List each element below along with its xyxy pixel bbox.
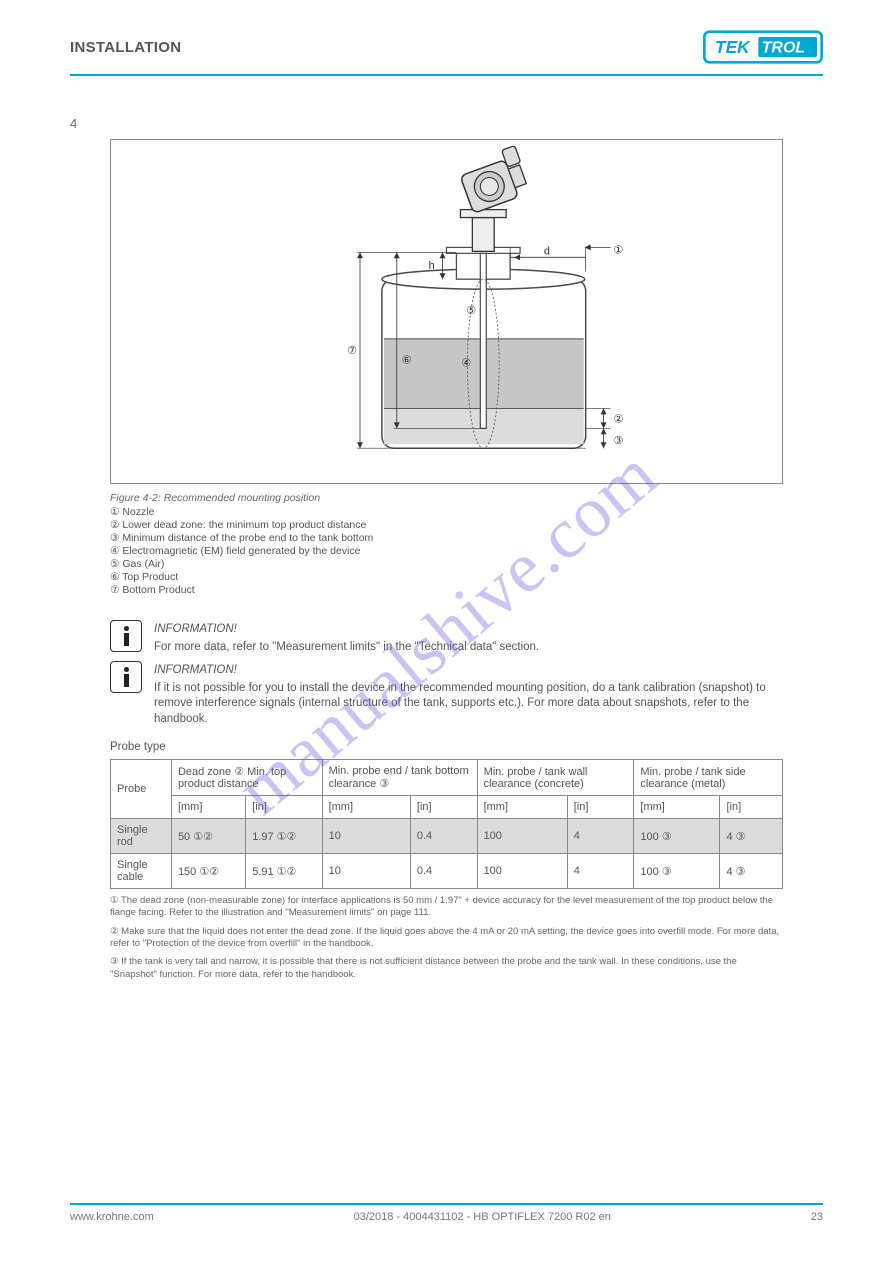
- page-footer: www.krohne.com 03/2018 - 4004431102 - HB…: [70, 1203, 823, 1223]
- legend-item-7: ⑦ Bottom Product: [110, 584, 783, 596]
- table-row: Single rod 50 ①② 1.97 ①② 10 0.4 100 4 10…: [111, 819, 783, 854]
- footer-right: 23: [811, 1211, 823, 1223]
- note-body: If it is not possible for you to install…: [154, 682, 766, 725]
- unit-in: [in]: [567, 796, 634, 819]
- col-side-metal: Min. probe / tank side clearance (metal): [634, 760, 783, 796]
- cell: 10: [322, 854, 410, 889]
- header-section-title: INSTALLATION: [70, 39, 181, 56]
- cell: 4 ③: [720, 819, 783, 854]
- header-divider: [70, 74, 823, 76]
- footer-left: www.krohne.com: [70, 1211, 154, 1223]
- figure-caption: Figure 4-2: Recommended mounting positio…: [110, 492, 783, 504]
- legend-item-6: ⑥ Top Product: [110, 571, 783, 583]
- unit-in: [in]: [246, 796, 322, 819]
- cell: Single rod: [111, 819, 172, 854]
- dim-h-label: h: [429, 260, 435, 272]
- svg-text:④: ④: [461, 358, 471, 370]
- cell: 100: [477, 854, 567, 889]
- cell: 100 ③: [634, 854, 720, 889]
- col-deadzone: Dead zone ② Min. top product distance: [171, 760, 322, 796]
- probe-table-title: Probe type: [110, 741, 783, 753]
- footnote-3: ③ If the tank is very tall and narrow, i…: [110, 956, 783, 981]
- table-row: Single cable 150 ①② 5.91 ①② 10 0.4 100 4…: [111, 854, 783, 889]
- svg-text:⑥: ⑥: [402, 355, 412, 367]
- info-note-1: INFORMATION! For more data, refer to "Me…: [110, 620, 783, 655]
- col-probe: Probe: [111, 760, 172, 819]
- legend-item-3: ③ Minimum distance of the probe end to t…: [110, 532, 783, 544]
- cell: 0.4: [410, 854, 477, 889]
- cell: 4: [567, 819, 634, 854]
- cell: 150 ①②: [171, 854, 245, 889]
- unit-in: [in]: [720, 796, 783, 819]
- unit-mm: [mm]: [322, 796, 410, 819]
- legend-item-4: ④ Electromagnetic (EM) field generated b…: [110, 545, 783, 557]
- footer-divider: [70, 1203, 823, 1205]
- legend-item-5: ⑤ Gas (Air): [110, 558, 783, 570]
- legend-item-2: ② Lower dead zone: the minimum top produ…: [110, 519, 783, 531]
- info-icon: [110, 620, 142, 652]
- svg-text:①: ①: [614, 244, 624, 256]
- cell: 50 ①②: [171, 819, 245, 854]
- section-number: 4: [70, 116, 823, 131]
- col-bottom-clearance: Min. probe end / tank bottom clearance ③: [322, 760, 477, 796]
- svg-text:⑤: ⑤: [466, 305, 476, 317]
- svg-text:②: ②: [614, 413, 624, 425]
- cell: 100: [477, 819, 567, 854]
- note-title: INFORMATION!: [154, 622, 539, 638]
- footer-center: 03/2018 - 4004431102 - HB OPTIFLEX 7200 …: [354, 1211, 611, 1223]
- svg-text:TROL: TROL: [762, 39, 806, 56]
- cell: 0.4: [410, 819, 477, 854]
- probe-table: Probe Dead zone ② Min. top product dista…: [110, 759, 783, 889]
- col-wall-concrete: Min. probe / tank wall clearance (concre…: [477, 760, 634, 796]
- unit-mm: [mm]: [634, 796, 720, 819]
- unit-mm: [mm]: [171, 796, 245, 819]
- svg-text:TEK: TEK: [715, 37, 751, 57]
- note-title: INFORMATION!: [154, 663, 783, 679]
- svg-text:③: ③: [614, 435, 624, 447]
- note-body: For more data, refer to "Measurement lim…: [154, 641, 539, 653]
- cell: 100 ③: [634, 819, 720, 854]
- cell: 1.97 ①②: [246, 819, 322, 854]
- info-note-2: INFORMATION! If it is not possible for y…: [110, 661, 783, 727]
- unit-mm: [mm]: [477, 796, 567, 819]
- footnote-1: ① The dead zone (non-measurable zone) fo…: [110, 895, 783, 920]
- info-icon: [110, 661, 142, 693]
- footnote-2: ② Make sure that the liquid does not ent…: [110, 926, 783, 951]
- cell: 4: [567, 854, 634, 889]
- figure-box: d ① h ⑦ ⑥ ⑤ ④: [110, 139, 783, 484]
- cell: 10: [322, 819, 410, 854]
- cell: 4 ③: [720, 854, 783, 889]
- brand-logo: TEK TROL: [703, 30, 823, 64]
- svg-text:⑦: ⑦: [347, 345, 357, 357]
- unit-in: [in]: [410, 796, 477, 819]
- cell: 5.91 ①②: [246, 854, 322, 889]
- legend-item-1: ① Nozzle: [110, 506, 783, 518]
- cell: Single cable: [111, 854, 172, 889]
- dim-d-label: d: [544, 245, 550, 257]
